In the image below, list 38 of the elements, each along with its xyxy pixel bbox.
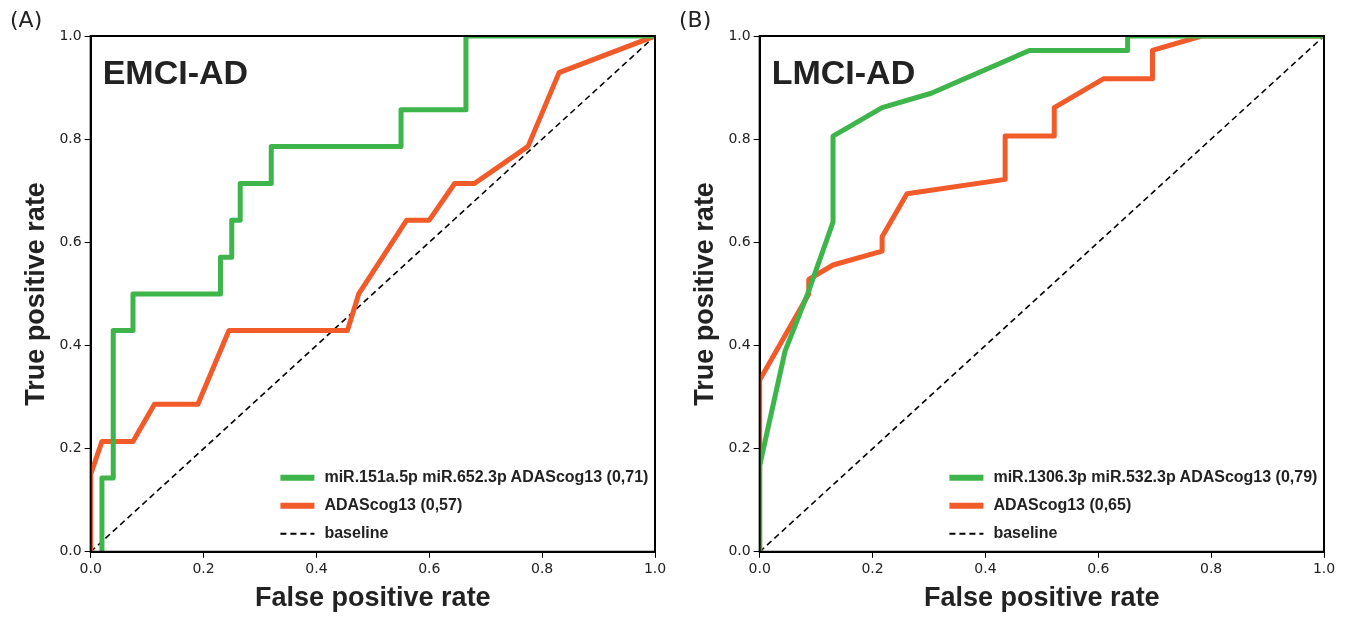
x-tick-label: 0.0 <box>748 559 771 576</box>
y-tick-label: 0.4 <box>59 336 82 353</box>
x-tick-label: 0.6 <box>418 559 441 576</box>
text: (B) <box>679 6 712 32</box>
y-tick-label: 0.6 <box>728 232 751 249</box>
legend-label: baseline <box>324 524 389 542</box>
x-tick-label: 0.8 <box>531 559 554 576</box>
x-tick-label: 0.4 <box>305 559 328 576</box>
y-tick-label: 0.6 <box>59 232 82 249</box>
y-tick-label: 0.8 <box>728 129 751 146</box>
x-tick-label: 0.0 <box>79 559 102 576</box>
legend-label: miR.151a.5p miR.652.3p ADAScog13 (0,71) <box>324 468 649 486</box>
x-axis-title: False positive rate <box>255 582 491 613</box>
y-axis-title: True positive rate <box>688 182 719 406</box>
y-tick-label: 1.0 <box>728 26 751 43</box>
text: EMCI-AD <box>102 53 249 92</box>
x-tick-label: 0.2 <box>861 559 884 576</box>
x-axis-title: False positive rate <box>924 582 1160 613</box>
x-tick-label: 1.0 <box>643 559 667 576</box>
text: (A) <box>10 6 43 32</box>
x-tick-label: 0.6 <box>1087 559 1110 576</box>
y-tick-label: 0.2 <box>728 439 751 456</box>
legend-label: baseline <box>993 524 1058 542</box>
y-tick-label: 0.4 <box>728 336 751 353</box>
text: LMCI-AD <box>771 53 916 92</box>
legend-label: ADAScog13 (0,65) <box>993 496 1132 514</box>
x-tick-label: 0.2 <box>192 559 215 576</box>
y-tick-label: 0.8 <box>59 129 82 146</box>
x-tick-label: 0.8 <box>1200 559 1223 576</box>
x-tick-label: 1.0 <box>1312 559 1336 576</box>
legend-label: miR.1306.3p miR.532.3p ADAScog13 (0,79) <box>993 468 1318 486</box>
legend-label: ADAScog13 (0,57) <box>324 496 463 514</box>
y-axis-title: True positive rate <box>19 182 50 406</box>
y-tick-label: 0.0 <box>728 542 751 559</box>
y-tick-label: 0.0 <box>59 542 82 559</box>
y-tick-label: 0.2 <box>59 439 82 456</box>
y-tick-label: 1.0 <box>59 26 82 43</box>
x-tick-label: 0.4 <box>974 559 997 576</box>
